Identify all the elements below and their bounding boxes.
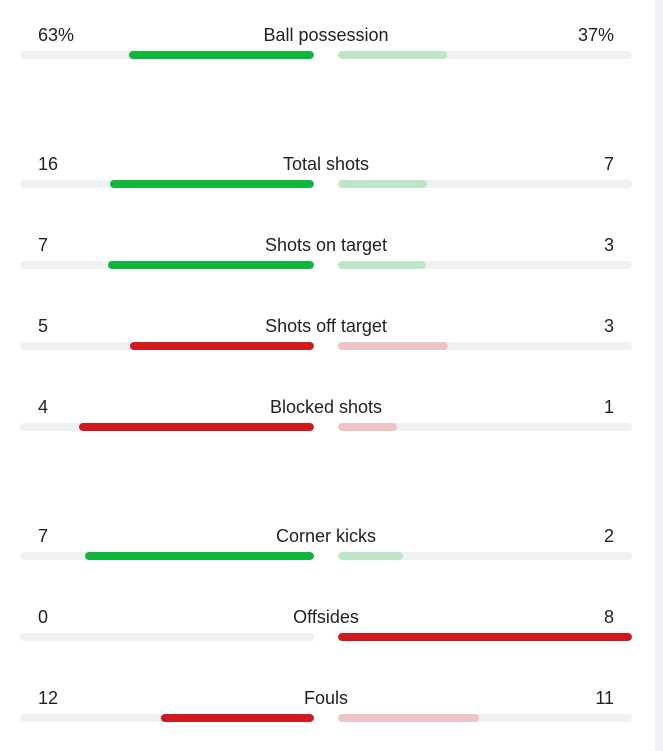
away-value: 37% [577,25,614,45]
away-bar-fill [338,552,404,560]
home-bar-track [20,342,314,350]
stat-label: Fouls [303,688,348,708]
away-bar-fill [338,342,449,350]
stat-row-shots-on-target: 7 Shots on target 3 [20,234,632,278]
stat-label: Offsides [293,607,359,627]
away-bar-fill [338,180,428,188]
away-bar-track [338,342,632,350]
home-bar-fill [128,51,314,59]
stat-row-shots-off-target: 5 Shots off target 3 [20,315,632,359]
home-bar-track [20,180,314,188]
home-value: 0 [38,607,49,627]
home-bar-track [20,423,314,431]
stat-label: Blocked shots [269,397,383,417]
away-bar-fill [338,51,447,59]
away-value: 7 [603,154,614,174]
away-value: 1 [603,397,614,417]
stat-label: Shots off target [265,316,387,336]
away-bar-track [338,552,632,560]
stat-label: Total shots [282,154,370,174]
home-value: 7 [38,526,49,546]
home-bar-fill [130,342,314,350]
away-value: 2 [603,526,614,546]
stat-row-total-shots: 16 Total shots 7 [20,153,632,197]
stat-label: Ball possession [263,25,389,45]
away-bar-track [338,423,632,431]
home-bar-track [20,51,314,59]
stat-label: Shots on target [264,235,388,255]
stat-row-corner-kicks: 7 Corner kicks 2 [20,525,632,569]
away-bar-track [338,261,632,269]
away-bar-fill [338,633,632,641]
stat-label: Corner kicks [275,526,377,546]
away-bar-track [338,180,632,188]
away-bar-track [338,714,632,722]
home-bar-fill [85,552,314,560]
away-value: 11 [595,688,614,708]
home-bar-track [20,633,314,641]
home-bar-fill [160,714,314,722]
away-bar-fill [338,423,397,431]
home-value: 5 [38,316,49,336]
home-bar-fill [108,261,314,269]
stat-row-fouls: 12 Fouls 11 [20,687,632,731]
home-bar-fill [109,180,314,188]
home-value: 16 [38,154,59,174]
away-value: 8 [603,607,614,627]
stat-row-offsides: 0 Offsides 8 [20,606,632,650]
home-value: 7 [38,235,49,255]
away-value: 3 [603,235,614,255]
stat-row-ball-possession: 63% Ball possession 37% [20,24,632,68]
away-bar-fill [338,261,427,269]
stat-row-blocked-shots: 4 Blocked shots 1 [20,396,632,440]
away-bar-track [338,51,632,59]
home-value: 4 [38,397,49,417]
home-value: 63% [38,25,75,45]
away-bar-track [338,633,632,641]
home-bar-track [20,714,314,722]
home-bar-track [20,261,314,269]
home-bar-fill [78,423,314,431]
panel-divider [655,0,663,751]
away-value: 3 [603,316,614,336]
home-value: 12 [38,688,59,708]
away-bar-fill [338,714,479,722]
home-bar-track [20,552,314,560]
